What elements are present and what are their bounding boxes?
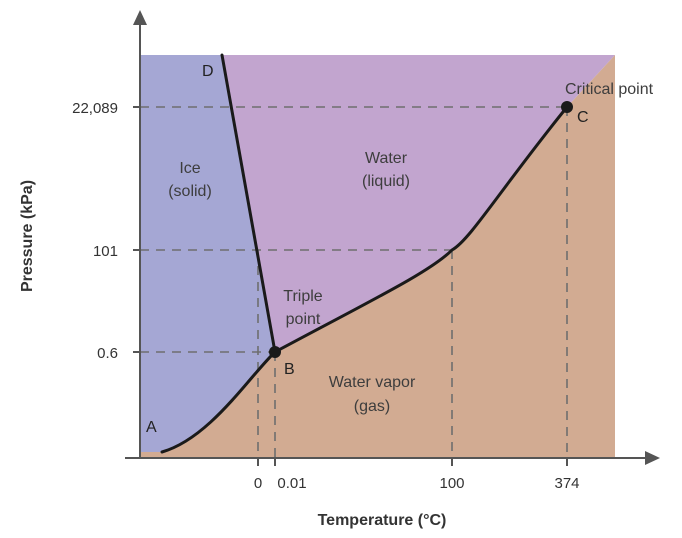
- y-axis-arrow-icon: [133, 10, 147, 25]
- y-tick-label-0.6: 0.6: [97, 345, 118, 362]
- triple-point-label-2: point: [286, 311, 321, 328]
- point-d-label: D: [202, 63, 214, 80]
- vapor-label: Water vapor: [329, 374, 416, 391]
- liquid-region: [222, 55, 615, 352]
- water-label: Water: [365, 150, 408, 167]
- critical-point-label: Critical point: [565, 81, 654, 98]
- x-axis-arrow-icon: [645, 451, 660, 465]
- x-tick-label-374: 374: [554, 475, 579, 492]
- y-axis-title: Pressure (kPa): [19, 180, 36, 292]
- ice-state-label: (solid): [168, 183, 212, 200]
- water-state-label: (liquid): [362, 173, 410, 190]
- x-axis-title: Temperature (°C): [318, 512, 447, 529]
- melting-curve: [220, 53, 277, 354]
- triple-point-dot: [269, 346, 281, 358]
- critical-point-dot: [561, 101, 573, 113]
- vapor-state-label: (gas): [354, 398, 390, 415]
- ice-label: Ice: [179, 160, 200, 177]
- x-tick-label-0: 0: [254, 475, 262, 492]
- gas-region: [140, 55, 615, 458]
- point-b-label: B: [284, 361, 295, 378]
- point-c-label: C: [577, 109, 589, 126]
- point-a-label: A: [146, 419, 157, 436]
- triple-point-label: Triple: [283, 288, 323, 305]
- x-tick-label-0.01: 0.01: [277, 475, 306, 492]
- vaporization-curve: [273, 105, 569, 354]
- y-tick-label-22089: 22,089: [72, 100, 118, 117]
- y-tick-label-101: 101: [93, 243, 118, 260]
- sublimation-curve: [160, 350, 277, 454]
- x-tick-label-100: 100: [439, 475, 464, 492]
